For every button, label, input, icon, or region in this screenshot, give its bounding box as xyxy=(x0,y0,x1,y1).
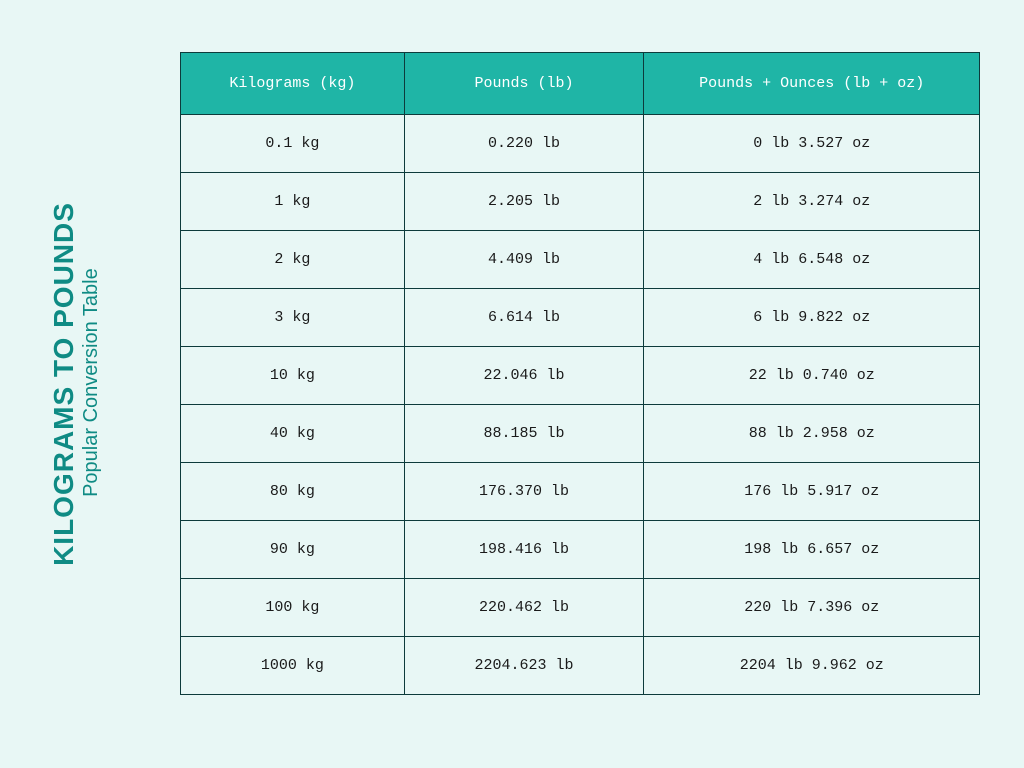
cell-lboz: 198 lb 6.657 oz xyxy=(644,521,980,579)
cell-lb: 176.370 lb xyxy=(404,463,644,521)
cell-lb: 2204.623 lb xyxy=(404,637,644,695)
cell-lb: 6.614 lb xyxy=(404,289,644,347)
page-subtitle: Popular Conversion Table xyxy=(80,202,103,564)
table-row: 3 kg 6.614 lb 6 lb 9.822 oz xyxy=(181,289,980,347)
table-header-row: Kilograms (kg) Pounds (lb) Pounds + Ounc… xyxy=(181,53,980,115)
cell-kg: 80 kg xyxy=(181,463,405,521)
cell-kg: 90 kg xyxy=(181,521,405,579)
conversion-table-container: Kilograms (kg) Pounds (lb) Pounds + Ounc… xyxy=(180,52,980,695)
cell-lb: 4.409 lb xyxy=(404,231,644,289)
cell-lboz: 176 lb 5.917 oz xyxy=(644,463,980,521)
table-row: 10 kg 22.046 lb 22 lb 0.740 oz xyxy=(181,347,980,405)
table-row: 80 kg 176.370 lb 176 lb 5.917 oz xyxy=(181,463,980,521)
cell-kg: 2 kg xyxy=(181,231,405,289)
cell-lboz: 22 lb 0.740 oz xyxy=(644,347,980,405)
page-title-block: KILOGRAMS TO POUNDS Popular Conversion T… xyxy=(48,202,103,566)
cell-kg: 10 kg xyxy=(181,347,405,405)
cell-lboz: 4 lb 6.548 oz xyxy=(644,231,980,289)
table-row: 40 kg 88.185 lb 88 lb 2.958 oz xyxy=(181,405,980,463)
cell-kg: 100 kg xyxy=(181,579,405,637)
conversion-table: Kilograms (kg) Pounds (lb) Pounds + Ounc… xyxy=(180,52,980,695)
cell-lb: 220.462 lb xyxy=(404,579,644,637)
cell-lb: 198.416 lb xyxy=(404,521,644,579)
table-row: 90 kg 198.416 lb 198 lb 6.657 oz xyxy=(181,521,980,579)
col-header-kg: Kilograms (kg) xyxy=(181,53,405,115)
cell-lboz: 6 lb 9.822 oz xyxy=(644,289,980,347)
col-header-lboz: Pounds + Ounces (lb + oz) xyxy=(644,53,980,115)
cell-lb: 88.185 lb xyxy=(404,405,644,463)
cell-lboz: 0 lb 3.527 oz xyxy=(644,115,980,173)
cell-lboz: 220 lb 7.396 oz xyxy=(644,579,980,637)
cell-kg: 0.1 kg xyxy=(181,115,405,173)
cell-kg: 1 kg xyxy=(181,173,405,231)
cell-kg: 3 kg xyxy=(181,289,405,347)
table-row: 100 kg 220.462 lb 220 lb 7.396 oz xyxy=(181,579,980,637)
cell-kg: 1000 kg xyxy=(181,637,405,695)
col-header-lb: Pounds (lb) xyxy=(404,53,644,115)
page-title: KILOGRAMS TO POUNDS xyxy=(48,202,80,566)
table-row: 2 kg 4.409 lb 4 lb 6.548 oz xyxy=(181,231,980,289)
table-row: 1 kg 2.205 lb 2 lb 3.274 oz xyxy=(181,173,980,231)
cell-lb: 22.046 lb xyxy=(404,347,644,405)
cell-lboz: 2 lb 3.274 oz xyxy=(644,173,980,231)
cell-lb: 2.205 lb xyxy=(404,173,644,231)
cell-lboz: 2204 lb 9.962 oz xyxy=(644,637,980,695)
table-row: 0.1 kg 0.220 lb 0 lb 3.527 oz xyxy=(181,115,980,173)
table-row: 1000 kg 2204.623 lb 2204 lb 9.962 oz xyxy=(181,637,980,695)
cell-kg: 40 kg xyxy=(181,405,405,463)
cell-lboz: 88 lb 2.958 oz xyxy=(644,405,980,463)
cell-lb: 0.220 lb xyxy=(404,115,644,173)
